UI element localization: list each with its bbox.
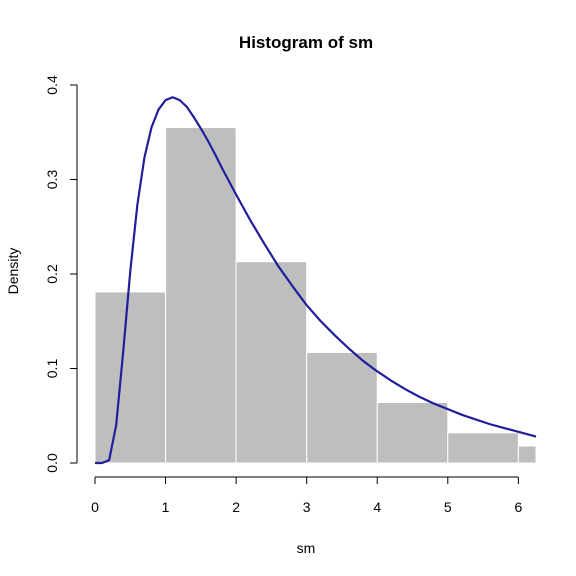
histogram-bar-6 bbox=[517, 445, 537, 464]
y-axis-label: Density bbox=[5, 248, 21, 295]
x-tick-label: 6 bbox=[514, 499, 522, 515]
histogram-bar-1 bbox=[165, 127, 237, 464]
y-axis: 0.0 0.1 0.2 0.3 0.4 bbox=[44, 75, 78, 473]
x-tick-label: 5 bbox=[444, 499, 452, 515]
x-axis-label: sm bbox=[297, 540, 316, 556]
x-tick-label: 0 bbox=[91, 499, 99, 515]
y-tick-label: 0.1 bbox=[44, 359, 60, 379]
histogram-bar-5 bbox=[447, 432, 519, 464]
histogram-bar-4 bbox=[376, 402, 449, 464]
histogram-bar-0 bbox=[94, 291, 167, 464]
x-tick-label: 1 bbox=[162, 499, 170, 515]
density-curve bbox=[95, 96, 537, 465]
y-tick-label: 0.2 bbox=[44, 264, 60, 284]
x-tick-label: 3 bbox=[303, 499, 311, 515]
histogram-bar-3 bbox=[306, 351, 378, 464]
y-tick-label: 0.4 bbox=[44, 75, 60, 95]
y-tick-label: 0.3 bbox=[44, 170, 60, 190]
y-tick-label: 0.0 bbox=[44, 453, 60, 473]
x-tick-label: 2 bbox=[232, 499, 240, 515]
chart-title: Histogram of sm bbox=[239, 33, 373, 52]
density-curve-layer bbox=[95, 96, 537, 465]
histogram-bars bbox=[94, 127, 537, 464]
x-axis: 0 1 2 3 4 5 6 bbox=[91, 476, 522, 515]
x-tick-label: 4 bbox=[373, 499, 381, 515]
histogram-bar-2 bbox=[235, 261, 308, 464]
